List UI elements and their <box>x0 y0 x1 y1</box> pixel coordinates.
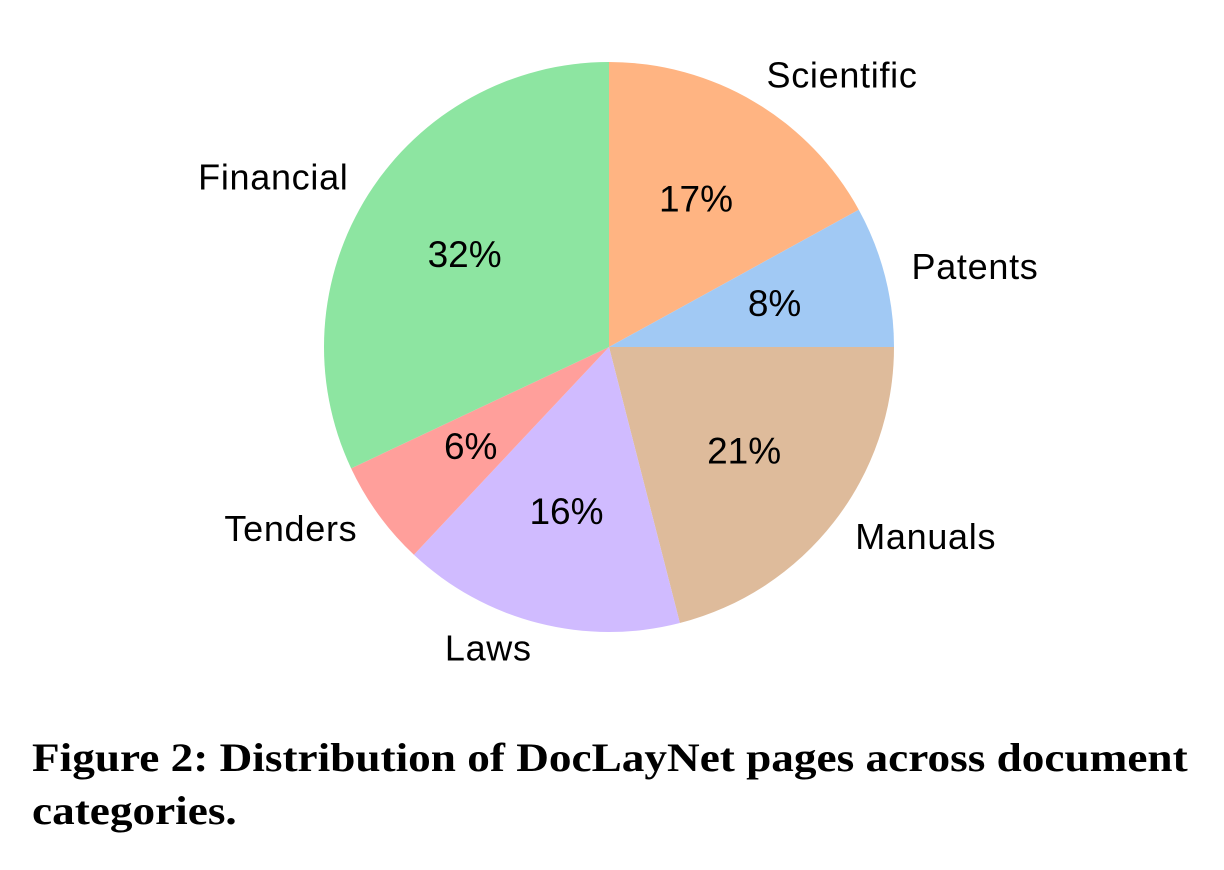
svg-text:21%: 21% <box>707 430 781 471</box>
svg-text:Laws: Laws <box>445 628 532 669</box>
svg-text:Patents: Patents <box>912 246 1039 287</box>
svg-text:17%: 17% <box>659 178 733 219</box>
svg-text:6%: 6% <box>444 426 497 467</box>
svg-text:32%: 32% <box>428 234 502 275</box>
svg-text:Tenders: Tenders <box>224 508 357 549</box>
svg-text:Manuals: Manuals <box>855 516 996 557</box>
svg-text:Financial: Financial <box>198 157 348 198</box>
svg-text:8%: 8% <box>748 283 801 324</box>
svg-text:16%: 16% <box>529 491 603 532</box>
svg-text:Scientific: Scientific <box>767 55 918 96</box>
